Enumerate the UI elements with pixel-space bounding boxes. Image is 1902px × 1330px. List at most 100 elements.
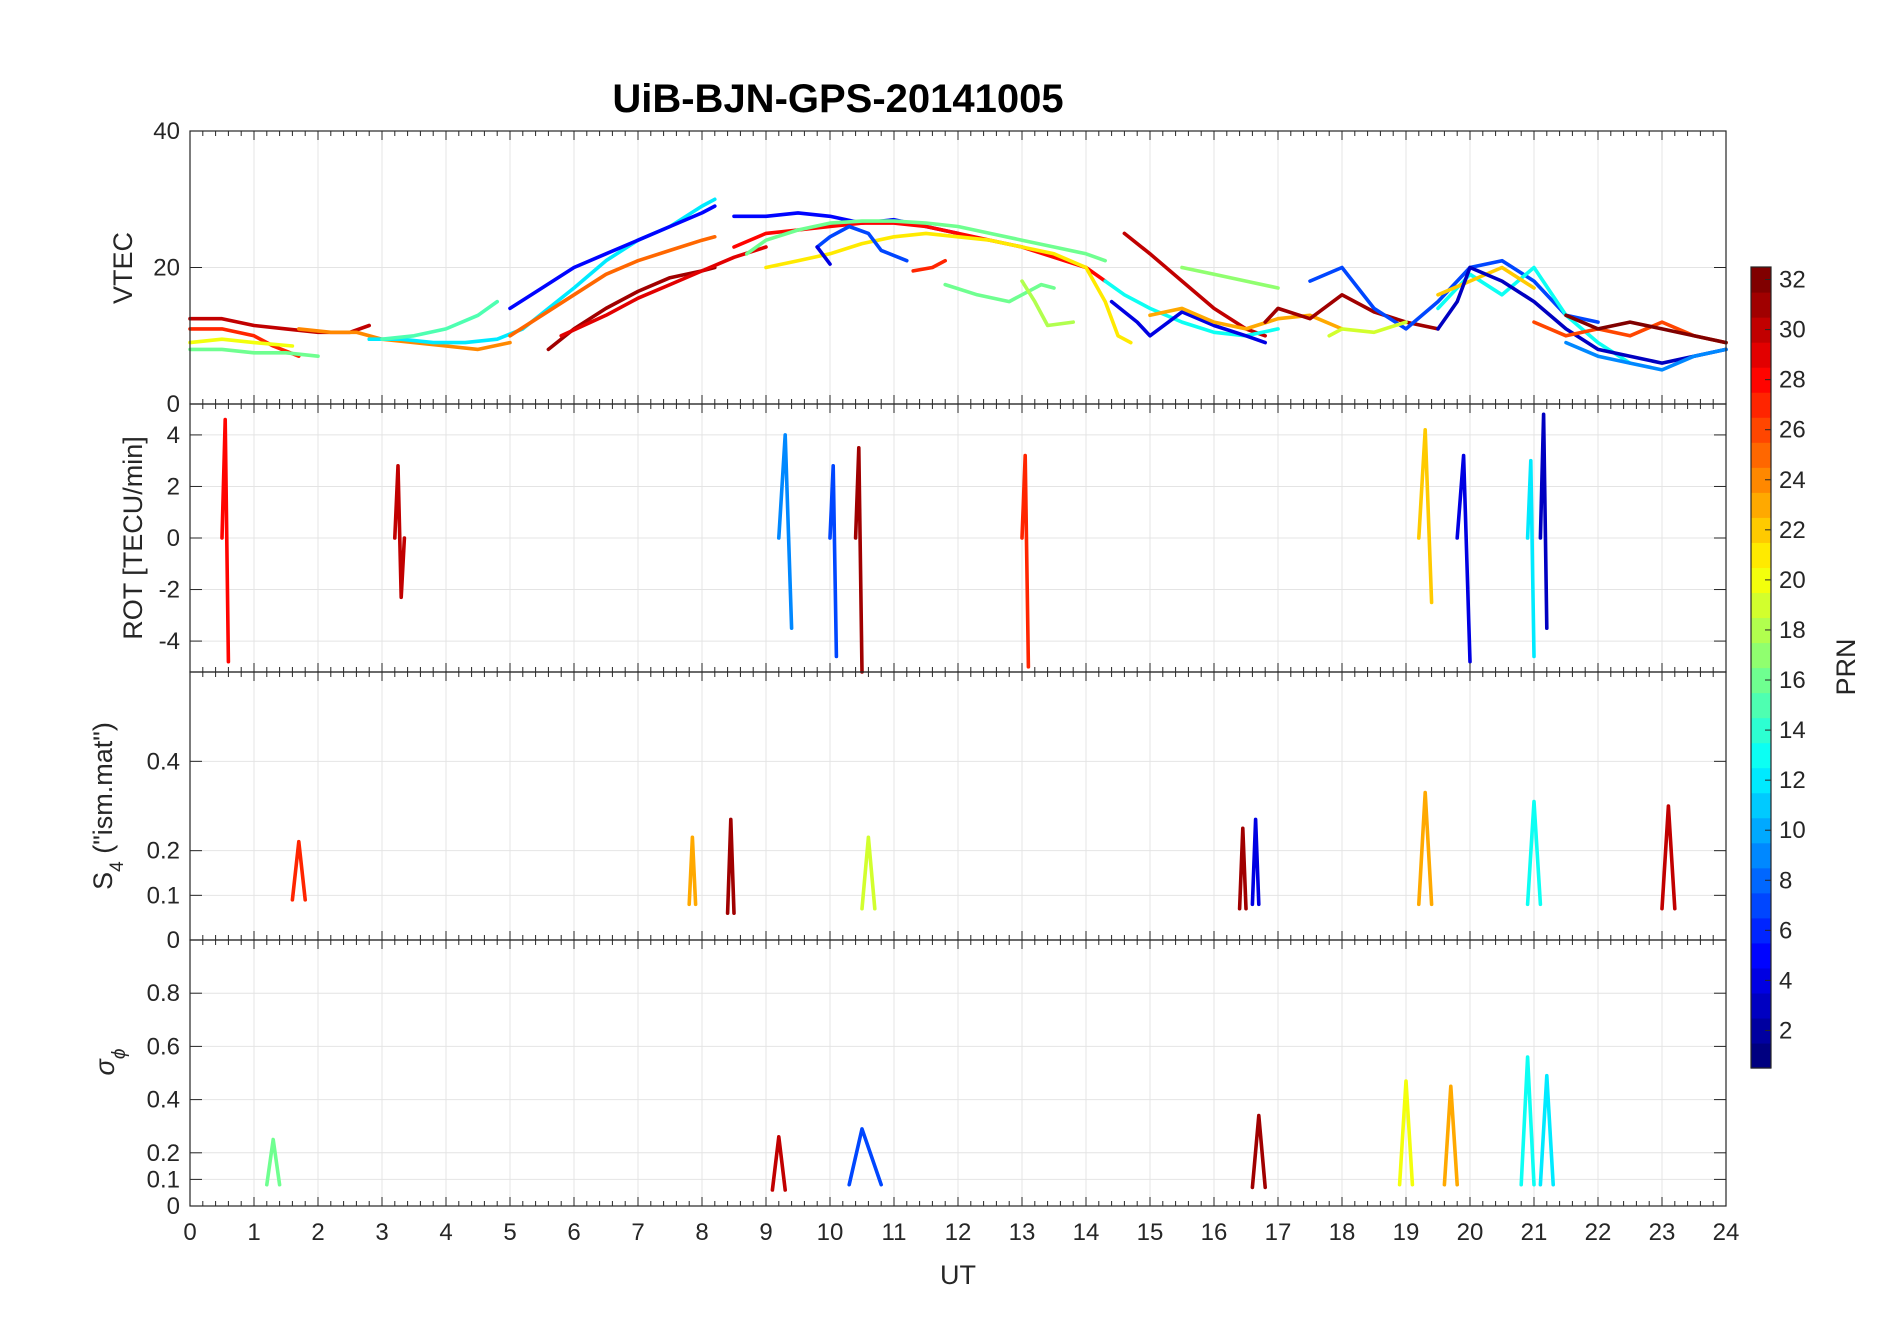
prn-trace [188, 337, 295, 348]
colorbar-tick-label: 22 [1779, 517, 1806, 544]
colorbar-cell [1751, 442, 1771, 468]
x-axis-label: UT [940, 1260, 976, 1290]
colorbar-cell [1751, 342, 1771, 368]
prn-trace [1660, 804, 1677, 911]
colorbar-tick-label: 20 [1779, 567, 1806, 594]
prn-trace [815, 245, 832, 266]
prn-trace [1327, 320, 1408, 338]
vtec-panel: 0 20 40 VTEC [108, 118, 1728, 418]
colorbar-cell [1751, 617, 1771, 644]
prn-trace [1180, 265, 1280, 290]
colorbar-cell [1751, 317, 1771, 343]
prn-trace [1397, 1079, 1415, 1187]
y-tick-label: 0.4 [147, 1087, 180, 1114]
colorbar-cell [1751, 692, 1771, 719]
y-tick-label: 0.2 [147, 838, 180, 865]
prn-trace [220, 417, 231, 664]
colorbar-cell [1751, 942, 1771, 969]
y-tick-label: 0.2 [147, 1140, 180, 1167]
x-tick-label: 10 [817, 1219, 844, 1246]
prn-trace [1455, 453, 1472, 664]
colorbar-cell [1751, 492, 1771, 518]
prn-trace [1525, 799, 1543, 907]
x-tick-label: 15 [1137, 1219, 1164, 1246]
sigma-phi-axis-label: σϕ [90, 1049, 130, 1076]
y-tick-label: 2 [167, 473, 180, 500]
colorbar-tick-label: 32 [1779, 267, 1806, 294]
prn-trace [188, 347, 320, 359]
y-tick-label: 0 [167, 391, 180, 418]
prn-trace [290, 839, 308, 902]
colorbar-cell [1751, 567, 1771, 594]
prn-trace [1237, 826, 1248, 911]
colorbar-cell [1751, 842, 1771, 869]
s4-axis-label: S4 ("ism.mat") [88, 722, 128, 890]
chart-title: UiB-BJN-GPS-20141005 [612, 77, 1063, 121]
prn-trace [1250, 1113, 1267, 1190]
x-tick-label: 1 [247, 1219, 260, 1246]
x-tick-label: 20 [1457, 1219, 1484, 1246]
y-tick-label: 4 [167, 422, 180, 449]
prn-trace [1417, 427, 1434, 605]
x-tick-label: 21 [1521, 1219, 1548, 1246]
x-tick-label: 13 [1009, 1219, 1036, 1246]
x-tick-label: 3 [375, 1219, 388, 1246]
prn-trace [1525, 458, 1536, 659]
sigma-phi-panel: 00.10.2 0.4 0.6 0.8 σϕ [90, 939, 1727, 1220]
prn-trace [815, 224, 909, 263]
prn-trace [1122, 231, 1267, 338]
prn-trace [1109, 299, 1267, 345]
colorbar-cell [1751, 267, 1771, 293]
colorbar-cell [1751, 817, 1771, 844]
colorbar-tick-label: 26 [1779, 417, 1806, 444]
x-tick-label: 22 [1585, 1219, 1612, 1246]
colorbar-cell [1751, 992, 1771, 1019]
prn-trace [508, 204, 717, 311]
colorbar-tick-label: 4 [1779, 967, 1792, 994]
y-tick-label: -2 [159, 577, 180, 604]
prn-trace [943, 282, 1056, 304]
x-tick-label: 12 [945, 1219, 972, 1246]
colorbar-cell [1751, 742, 1771, 769]
prn-trace [188, 327, 301, 359]
colorbar-cell [1751, 1042, 1771, 1069]
colorbar-cell [1751, 967, 1771, 994]
x-tick-label: 9 [759, 1219, 772, 1246]
x-tick-label: 23 [1649, 1219, 1676, 1246]
x-tick-label: 19 [1393, 1219, 1420, 1246]
colorbar-cell [1751, 292, 1771, 318]
y-tick-label: 40 [153, 118, 180, 145]
prn-trace [1020, 279, 1075, 328]
prn-trace [1519, 1055, 1536, 1187]
y-tick-label: 0 [167, 1193, 180, 1220]
colorbar-cell [1751, 592, 1771, 619]
prn-trace [725, 817, 736, 916]
x-tick-label: 6 [567, 1219, 580, 1246]
colorbar-tick-label: 10 [1779, 817, 1806, 844]
prn-trace [1538, 412, 1549, 631]
colorbar-tick-label: 30 [1779, 317, 1806, 344]
x-tick-label: 16 [1201, 1219, 1228, 1246]
colorbar-tick-label: 12 [1779, 767, 1806, 794]
prn-trace [559, 245, 768, 338]
x-tick-label: 14 [1073, 1219, 1100, 1246]
colorbar-cell [1751, 892, 1771, 919]
colorbar-label: PRN [1831, 638, 1861, 695]
x-tick-label: 18 [1329, 1219, 1356, 1246]
colorbar-tick-label: 14 [1779, 717, 1806, 744]
prn-trace [1436, 265, 1632, 365]
y-tick-label: 0.1 [147, 882, 180, 909]
y-tick-label: 0.1 [147, 1166, 180, 1193]
colorbar-cell [1751, 367, 1771, 393]
s4-traces [290, 790, 1677, 916]
colorbar-cell [1751, 542, 1771, 568]
colorbar-cell [1751, 517, 1771, 543]
prn-trace [770, 1135, 788, 1192]
colorbar-tick-label: 16 [1779, 667, 1806, 694]
colorbar-tick-label: 8 [1779, 867, 1792, 894]
prn-trace [776, 433, 794, 631]
colorbar-cell [1751, 667, 1771, 694]
rot-traces [220, 412, 1549, 674]
prn-trace [853, 445, 864, 674]
prn-trace [1417, 790, 1434, 907]
